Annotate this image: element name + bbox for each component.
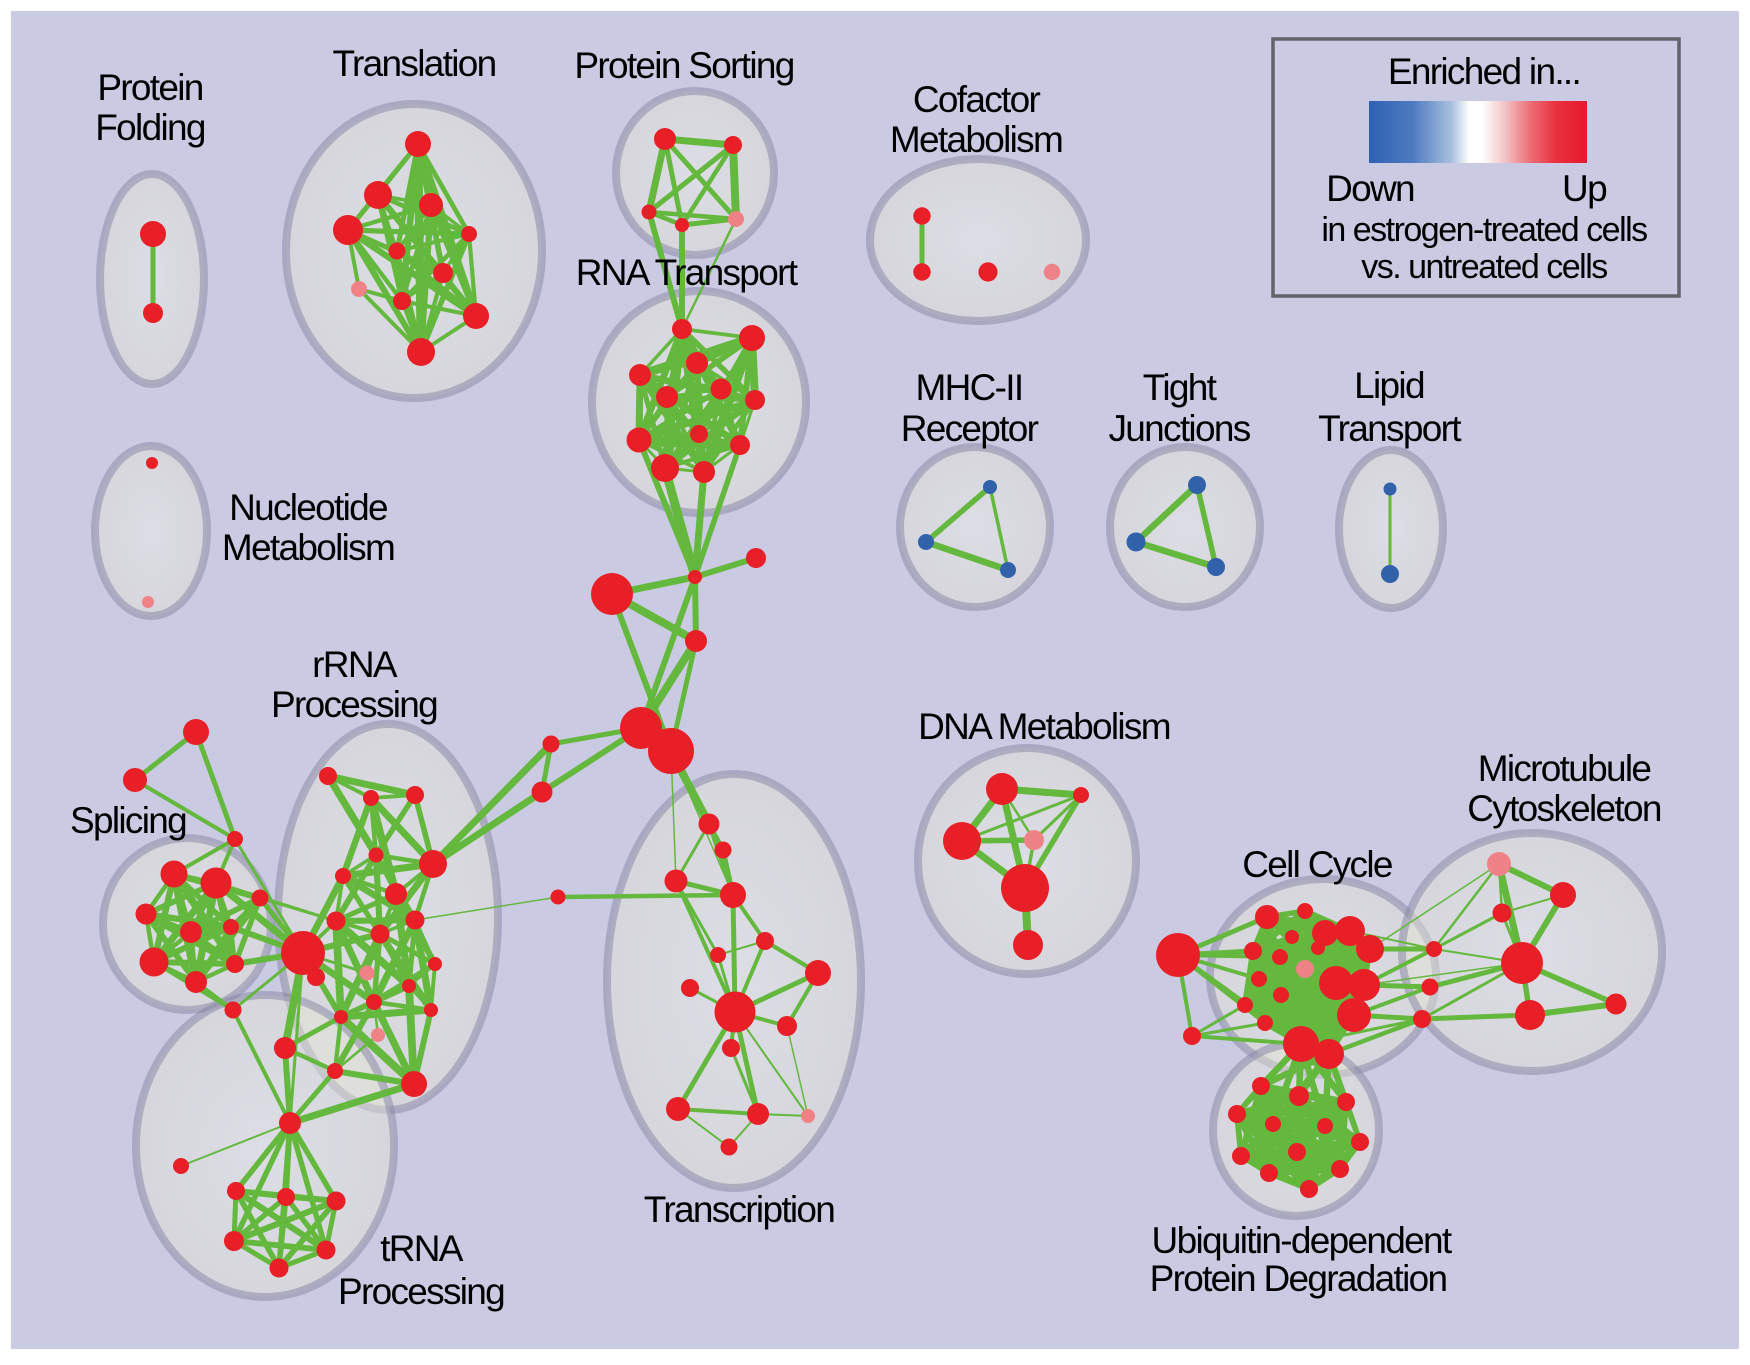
svg-text:RNA Transport: RNA Transport [576,252,799,293]
svg-text:Cell Cycle: Cell Cycle [1242,844,1392,885]
svg-text:Transport: Transport [1318,408,1462,449]
svg-text:Up: Up [1562,168,1607,209]
svg-text:Ubiquitin-dependent: Ubiquitin-dependent [1152,1220,1453,1261]
svg-text:Splicing: Splicing [70,800,186,841]
svg-text:Processing: Processing [338,1271,504,1312]
svg-text:vs. untreated cells: vs. untreated cells [1361,248,1607,286]
svg-text:Enriched in...: Enriched in... [1388,51,1580,92]
svg-text:Receptor: Receptor [901,408,1039,449]
svg-text:Tight: Tight [1143,367,1218,408]
svg-text:Nucleotide: Nucleotide [229,487,387,528]
svg-text:DNA Metabolism: DNA Metabolism [918,706,1170,747]
svg-text:Protein Degradation: Protein Degradation [1150,1258,1447,1299]
svg-text:MHC-II: MHC-II [916,367,1023,408]
svg-text:Cytoskeleton: Cytoskeleton [1467,788,1661,829]
svg-text:Transcription: Transcription [644,1189,835,1230]
svg-text:Protein: Protein [97,67,202,108]
svg-text:tRNA: tRNA [380,1228,464,1269]
svg-text:Microtubule: Microtubule [1478,748,1651,789]
svg-text:Metabolism: Metabolism [222,527,394,568]
svg-text:Metabolism: Metabolism [890,119,1062,160]
svg-text:Cofactor: Cofactor [913,79,1041,120]
svg-text:Processing: Processing [271,684,437,725]
svg-text:Down: Down [1326,168,1414,209]
svg-text:Protein Sorting: Protein Sorting [574,45,793,86]
svg-text:Lipid: Lipid [1354,365,1424,406]
svg-text:Translation: Translation [333,43,496,84]
svg-text:rRNA: rRNA [312,644,398,685]
svg-text:in estrogen-treated cells: in estrogen-treated cells [1321,211,1647,249]
svg-text:Junctions: Junctions [1108,408,1250,449]
svg-text:Folding: Folding [95,107,205,148]
